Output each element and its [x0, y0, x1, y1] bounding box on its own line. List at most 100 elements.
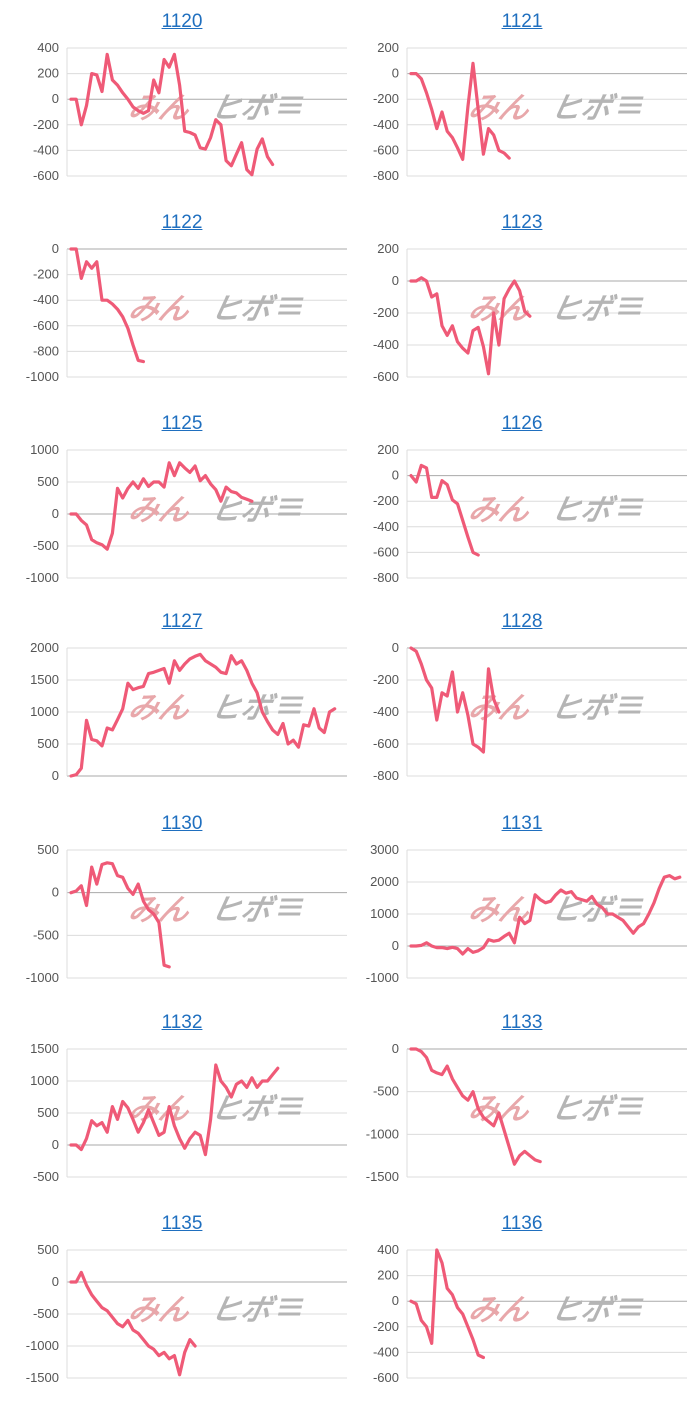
y-tick-label: 200 [377, 241, 399, 256]
y-tick-label: 0 [52, 506, 59, 521]
series-line [409, 276, 532, 376]
watermark-logo: みん ヒボ [465, 1092, 644, 1127]
y-tick-label: -400 [373, 1344, 399, 1359]
watermark-left-text: みん [125, 691, 194, 726]
chart-title-link[interactable]: 1121 [501, 11, 543, 32]
y-tick-label: -500 [33, 1169, 59, 1184]
watermark-right-text: ヒボ [547, 91, 619, 126]
y-tick-label: 0 [52, 1274, 59, 1289]
chart-panel: 1121 200 0 -200 -400 -600 -800 みん ヒボ [352, 10, 692, 200]
chart-title-link[interactable]: 1123 [501, 212, 543, 233]
chart-title-link[interactable]: 1133 [501, 1012, 543, 1033]
series-line [409, 646, 501, 754]
y-tick-label: -200 [373, 91, 399, 106]
chart-panel: 1135 500 0 -500 -1000 -1500 みん ヒボ [12, 1212, 352, 1402]
watermark-right-text: ヒボ [547, 292, 619, 327]
chart-panel: 1130 500 0 -500 -1000 みん ヒボ [12, 812, 352, 1002]
y-tick-label: 200 [377, 40, 399, 55]
chart-panel: 1120 400 200 0 -200 -400 -600 みん ヒボ [12, 10, 352, 200]
y-tick-label: -600 [373, 369, 399, 384]
chart-title-link[interactable]: 1125 [161, 413, 203, 434]
y-tick-label: -1000 [26, 369, 59, 384]
y-tick-label: -400 [33, 292, 59, 307]
watermark-right-text: ヒボ [547, 493, 619, 528]
chart-title-link[interactable]: 1128 [501, 611, 543, 632]
y-tick-label: -800 [373, 570, 399, 585]
chart-title-link[interactable]: 1120 [161, 11, 203, 32]
series-line [409, 1047, 542, 1166]
y-tick-label: -800 [373, 768, 399, 783]
chart-panel: 1127 2000 1500 1000 500 0 みん ヒボ [12, 610, 352, 800]
watermark-logo: みん ヒボ [465, 691, 644, 726]
watermark-right-text: ヒボ [207, 1092, 279, 1127]
y-tick-label: 200 [377, 442, 399, 457]
chart-title-link[interactable]: 1136 [501, 1213, 543, 1234]
series-line [409, 61, 511, 162]
chart-title-link[interactable]: 1130 [161, 813, 203, 834]
y-tick-label: 1000 [30, 1073, 59, 1088]
chart-panel: 1123 200 0 -200 -400 -600 みん ヒボ [352, 211, 692, 401]
line-chart: 500 0 -500 -1000 みん ヒボ [26, 842, 347, 985]
watermark-logo: みん ヒボ [125, 1092, 304, 1127]
line-chart: 400 200 0 -200 -400 -600 みん ヒボ [373, 1242, 687, 1385]
y-tick-label: -200 [373, 305, 399, 320]
watermark-logo: みん ヒボ [125, 292, 304, 327]
y-tick-label: 500 [37, 1105, 59, 1120]
y-tick-label: 500 [37, 474, 59, 489]
chart-panel: 1133 0 -500 -1000 -1500 みん ヒボ [352, 1011, 692, 1201]
y-tick-label: -500 [33, 1306, 59, 1321]
y-tick-label: -400 [373, 704, 399, 719]
watermark-logo: みん ヒボ [465, 893, 644, 928]
chart-panel: 1125 1000 500 0 -500 -1000 みん ヒボ [12, 412, 352, 602]
y-tick-label: 0 [392, 938, 399, 953]
y-tick-label: 0 [392, 273, 399, 288]
watermark-right-text: ヒボ [547, 1293, 619, 1328]
watermark-right-text: ヒボ [207, 893, 279, 928]
y-tick-label: 0 [392, 468, 399, 483]
y-tick-label: -800 [373, 168, 399, 183]
chart-title-link[interactable]: 1126 [501, 413, 543, 434]
chart-title-link[interactable]: 1122 [161, 212, 203, 233]
line-chart: 200 0 -200 -400 -600 -800 みん ヒボ [373, 40, 687, 183]
y-tick-label: 1000 [370, 906, 399, 921]
series-line [409, 463, 480, 557]
y-tick-label: 200 [37, 66, 59, 81]
watermark-logo: みん ヒボ [125, 493, 304, 528]
y-tick-label: -500 [33, 538, 59, 553]
y-tick-label: -600 [373, 544, 399, 559]
y-tick-label: 2000 [30, 640, 59, 655]
y-tick-label: 0 [392, 1041, 399, 1056]
line-chart: 1000 500 0 -500 -1000 みん ヒボ [26, 442, 347, 585]
chart-panel: 1122 0 -200 -400 -600 -800 -1000 みん ヒボ [12, 211, 352, 401]
series-line [69, 247, 145, 364]
y-tick-label: -500 [373, 1084, 399, 1099]
y-tick-label: -600 [373, 736, 399, 751]
y-tick-label: -800 [33, 343, 59, 358]
y-tick-label: -400 [373, 337, 399, 352]
y-tick-label: -200 [33, 267, 59, 282]
line-chart: 500 0 -500 -1000 -1500 みん ヒボ [26, 1242, 347, 1385]
y-tick-label: -1000 [26, 970, 59, 985]
watermark-left-text: みん [125, 292, 194, 327]
y-tick-label: 0 [52, 1137, 59, 1152]
y-tick-label: -200 [33, 117, 59, 132]
y-tick-label: -1000 [366, 970, 399, 985]
chart-title-link[interactable]: 1127 [161, 611, 203, 632]
y-tick-label: -1000 [366, 1126, 399, 1141]
y-tick-label: 1500 [30, 1041, 59, 1056]
line-chart: 2000 1500 1000 500 0 みん ヒボ [30, 640, 347, 783]
y-tick-label: 1500 [30, 672, 59, 687]
y-tick-label: 0 [52, 885, 59, 900]
y-tick-label: -1000 [26, 570, 59, 585]
y-tick-label: -200 [373, 1319, 399, 1334]
watermark-left-text: みん [125, 1092, 194, 1127]
chart-panel: 1128 0 -200 -400 -600 -800 みん ヒボ [352, 610, 692, 800]
watermark-left-text: みん [465, 1293, 534, 1328]
chart-title-link[interactable]: 1131 [501, 813, 543, 834]
watermark-logo: みん ヒボ [465, 1293, 644, 1328]
chart-title-link[interactable]: 1135 [161, 1213, 203, 1234]
series-line [69, 1063, 280, 1157]
chart-title-link[interactable]: 1132 [161, 1012, 203, 1033]
y-tick-label: 500 [37, 1242, 59, 1257]
y-tick-label: -400 [33, 142, 59, 157]
